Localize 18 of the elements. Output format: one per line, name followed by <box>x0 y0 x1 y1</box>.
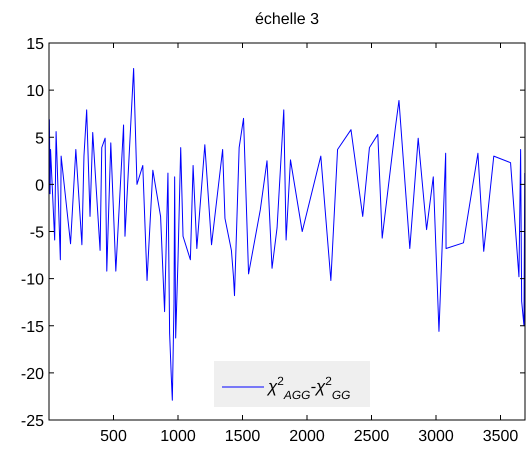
chart-title: échelle 3 <box>254 11 320 28</box>
x-tick-label: 2000 <box>289 428 325 445</box>
x-tick-label: 500 <box>100 428 127 445</box>
y-tick-label: 0 <box>35 177 44 194</box>
x-tick-label: 1500 <box>224 428 260 445</box>
y-tick-label: -20 <box>20 366 44 383</box>
x-tick-label: 2500 <box>354 428 390 445</box>
y-tick-label: 5 <box>35 130 44 148</box>
y-tick-label: 15 <box>26 36 44 53</box>
y-tick-label: -5 <box>30 224 44 242</box>
y-tick-label: 10 <box>26 83 44 100</box>
y-tick-label: -15 <box>20 318 44 336</box>
x-tick-label: 3000 <box>418 428 454 445</box>
y-tick-label: -10 <box>20 272 44 289</box>
line-series <box>49 68 525 401</box>
x-tick-label: 1000 <box>160 428 196 445</box>
y-tick-label: -25 <box>20 413 44 430</box>
x-tick-label: 3500 <box>482 428 518 445</box>
